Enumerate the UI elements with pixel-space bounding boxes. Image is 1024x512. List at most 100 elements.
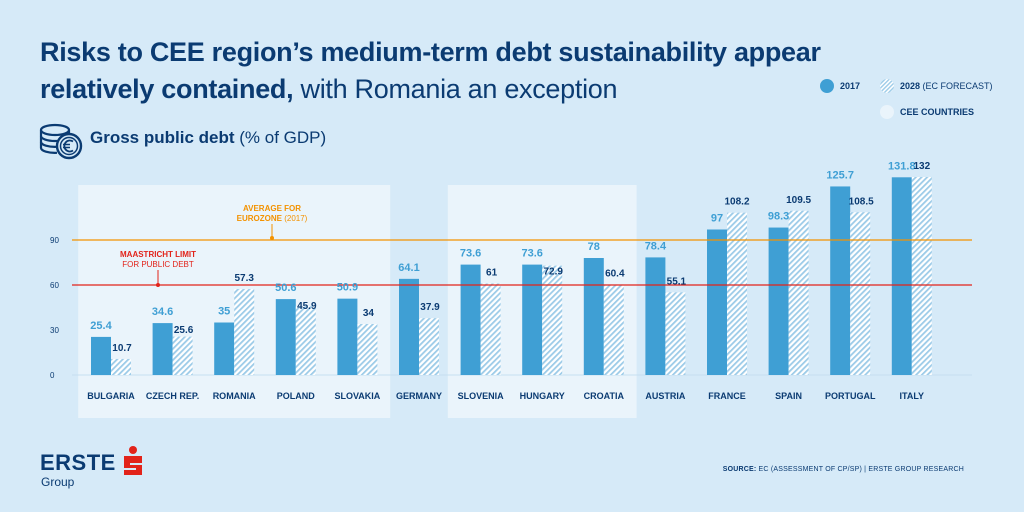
legend-label-2028-note: (EC FORECAST) (920, 81, 993, 91)
value-label-2017-romania: 35 (218, 306, 230, 318)
bar-2028-france (727, 212, 747, 375)
value-label-2028-poland: 45.9 (297, 301, 317, 312)
value-label-2017-slovenia: 73.6 (460, 248, 481, 260)
bar-2017-czech-rep (152, 323, 173, 375)
chart-subtitle: Gross public debt (% of GDP) (90, 128, 326, 148)
category-label-romania: ROMANIA (213, 391, 256, 401)
value-label-2028-croatia: 60.4 (605, 268, 625, 279)
value-label-2017-czech-rep: 34.6 (152, 306, 173, 318)
bar-2017-germany (399, 278, 419, 375)
bar-2028-slovakia (357, 324, 378, 375)
value-label-2028-austria: 55.1 (667, 276, 687, 287)
category-label-italy: ITALY (900, 391, 925, 401)
eurozone-label-year: (2017) (282, 214, 308, 223)
sparkasse-s-icon (124, 446, 142, 475)
category-label-spain: SPAIN (775, 391, 802, 401)
value-label-2017-germany: 64.1 (398, 262, 419, 274)
bar-2028-spain (788, 210, 809, 375)
legend-label-cee: CEE COUNTRIES (900, 107, 975, 117)
eurozone-label-bold: EUROZONE (237, 214, 283, 223)
bar-2017-slovakia (337, 298, 358, 375)
bar-2028-czech-rep (172, 336, 193, 375)
maastricht-label-line1: MAASTRICHT LIMIT (120, 250, 196, 259)
value-label-2028-spain: 109.5 (786, 195, 811, 206)
value-label-2017-slovakia: 50.9 (337, 282, 358, 294)
bar-2017-poland (275, 299, 296, 375)
y-tick-label-60: 60 (50, 281, 59, 290)
value-label-2017-austria: 78.4 (645, 240, 667, 252)
value-label-2017-france: 97 (711, 213, 723, 225)
value-label-2017-bulgaria: 25.4 (90, 320, 112, 332)
category-label-czech-rep: CZECH REP. (146, 391, 199, 401)
legend-swatch-2017 (820, 79, 834, 93)
legend-label-2028-year: 2028 (900, 81, 921, 91)
source-label: SOURCE: (722, 466, 757, 473)
value-label-2028-bulgaria: 10.7 (112, 343, 132, 354)
eurozone-label-line1: AVERAGE FOR (243, 204, 301, 213)
category-label-austria: AUSTRIA (645, 391, 685, 401)
value-label-2017-croatia: 78 (588, 241, 600, 253)
bar-2017-romania (214, 322, 235, 375)
bar-2028-croatia (603, 284, 624, 375)
bar-2028-hungary (542, 265, 563, 375)
value-label-2028-czech-rep: 25.6 (174, 325, 194, 336)
maastricht-label-line2: FOR PUBLIC DEBT (122, 260, 194, 269)
bar-2028-bulgaria (111, 358, 131, 375)
bar-2017-spain (768, 227, 789, 375)
value-label-2028-germany: 37.9 (420, 302, 440, 313)
value-label-2017-spain: 98.3 (768, 211, 789, 223)
bar-2017-portugal (830, 186, 851, 375)
maastricht-label-dot (156, 283, 160, 287)
legend-swatch-cee (880, 105, 894, 119)
bar-2017-italy (891, 177, 912, 375)
legend-label-2017: 2017 (840, 81, 861, 91)
chart-title: Risks to CEE region’s medium-term debt s… (40, 34, 830, 108)
bar-2028-poland (295, 306, 316, 375)
category-label-slovakia: SLOVAKIA (334, 391, 380, 401)
category-label-france: FRANCE (708, 391, 746, 401)
value-label-2028-slovenia: 61 (486, 268, 498, 279)
bar-2028-slovenia (480, 283, 501, 375)
erste-group-logo: ERSTE Group (40, 446, 142, 489)
chart-title-bold: Risks to CEE region’s medium-term debt s… (40, 37, 821, 104)
bar-2017-croatia (583, 258, 604, 375)
legend-swatch-2028 (880, 79, 894, 93)
value-label-2017-italy: 131.8 (888, 160, 916, 172)
category-label-hungary: HUNGARY (520, 391, 565, 401)
y-tick-label-0: 0 (50, 371, 55, 380)
eurozone-label-dot (270, 236, 274, 240)
bar-2017-bulgaria (91, 336, 111, 375)
chart-title-light: with Romania an exception (293, 74, 618, 104)
category-label-bulgaria: BULGARIA (87, 391, 135, 401)
value-label-2017-poland: 50.6 (275, 282, 296, 294)
legend-label-2028: 2028 (EC FORECAST) (900, 81, 993, 91)
chart-subtitle-unit: (% of GDP) (234, 128, 327, 147)
bar-2028-portugal (850, 212, 871, 375)
y-tick-label-30: 30 (50, 326, 59, 335)
value-label-2017-hungary: 73.6 (521, 248, 542, 260)
value-label-2028-hungary: 72.9 (543, 267, 563, 278)
chart-subtitle-bold: Gross public debt (90, 128, 235, 147)
value-label-2028-portugal: 108.5 (849, 196, 874, 207)
bar-2028-romania (234, 289, 255, 375)
category-label-portugal: PORTUGAL (825, 391, 876, 401)
eurozone-label-line2: EUROZONE (2017) (237, 214, 308, 223)
category-label-germany: GERMANY (396, 391, 442, 401)
bar-2017-slovenia (460, 264, 481, 375)
bar-2017-hungary (522, 264, 543, 375)
value-label-2017-portugal: 125.7 (826, 169, 854, 181)
coins-euro-icon (39, 123, 83, 160)
logo-word: ERSTE (40, 450, 116, 475)
category-label-slovenia: SLOVENIA (458, 391, 505, 401)
bar-2028-italy (911, 177, 932, 375)
value-label-2028-slovakia: 34 (363, 308, 375, 319)
value-label-2028-italy: 132 (913, 161, 930, 172)
value-label-2028-france: 108.2 (724, 197, 749, 208)
source-note: SOURCE: EC (ASSESSMENT OF CP/SP) | ERSTE… (723, 466, 964, 473)
bar-2017-france (707, 229, 727, 375)
source-text: EC (ASSESSMENT OF CP/SP) | ERSTE GROUP R… (756, 466, 964, 473)
logo-sub: Group (41, 475, 75, 489)
bar-2028-austria (665, 292, 686, 375)
y-tick-label-90: 90 (50, 236, 59, 245)
